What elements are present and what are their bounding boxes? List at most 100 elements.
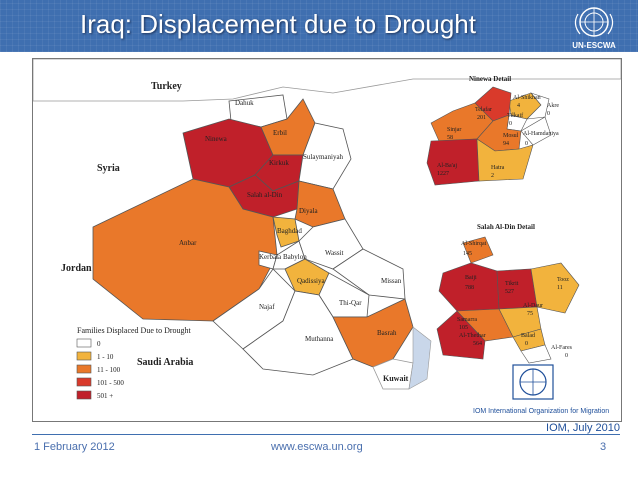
slide-header: Iraq: Displacement due to Drought UN-ESC… [0,0,638,52]
district-al-thethar [436,310,486,360]
value-al-hamdaniya: 0 [525,141,528,147]
label-tilkaif: Tilkaif [507,112,523,119]
value-al-thethar: 564 [473,341,482,347]
label-sulaymaniyah: Sulaymaniyah [303,153,344,161]
label-mosul: Mosul [503,133,519,139]
value-sinjar: 58 [447,135,453,141]
label-al-daur: Al-Daur [523,303,543,309]
footer-date: 1 February 2012 [34,441,115,453]
label-qadissiya: Qadissiya [297,277,326,285]
logo-label: UN-ESCWA [572,41,616,50]
source-note: IOM, July 2010 [546,422,620,434]
label-anbar: Anbar [179,239,197,247]
label-al-fares: Al-Fares [551,345,573,351]
label-diyala: Diyala [299,207,319,215]
value-mosul: 94 [503,141,509,147]
label-sinjar: Sinjar [447,127,461,133]
value-hatra: 2 [491,173,494,179]
label-al-thethar: Al-Thethar [459,333,486,339]
label-kirkuk: Kirkuk [269,159,289,167]
label-syria: Syria [97,163,120,174]
value-baiji: 788 [465,285,474,291]
label-al-baaj: Al-Ba'aj [437,163,457,169]
label-basrah: Basrah [377,329,397,337]
legend-label-2: 11 - 100 [97,366,121,374]
district-hatra [476,138,534,182]
legend-swatch-4 [76,390,92,400]
iraq-drought-map: Turkey Syria Jordan Saudi Arabia Kuwait … [33,59,621,415]
label-tikrit: Tikrit [505,281,519,287]
province-missan [332,248,406,300]
label-telafar: Telafar [475,106,492,113]
district-al-baaj [426,138,480,186]
value-tooz: 11 [557,285,563,291]
label-thiqar: Thi-Qar [339,299,362,307]
label-turkey: Turkey [151,81,182,92]
label-akre: Akre [547,103,559,109]
map-legend: Families Displaced Due to Drought 0 1 - … [76,326,192,400]
province-baghdad [272,216,300,248]
province-basrah [332,298,414,368]
value-al-shirqat: 145 [463,251,472,257]
legend-swatch-0 [76,338,92,348]
label-salahaldin: Salah al-Din [247,191,283,199]
label-samarra: Samarra [457,317,477,323]
value-al-fares: 0 [565,353,568,359]
value-balad: 0 [525,341,528,347]
label-al-shirqat: Al-Shirqat [461,241,487,247]
district-akre [526,92,550,120]
salah-detail-inset: Salah Al-Din Detail Al-Shirqat 145 Baiji… [436,223,580,364]
label-kerbala: Kerbala [259,253,282,261]
value-akre: 0 [547,111,550,117]
un-emblem-icon [574,7,614,37]
label-baiji: Baiji [465,275,477,281]
label-missan: Missan [381,277,402,285]
legend-label-4: 501 + [97,392,113,400]
label-jordan: Jordan [61,263,92,274]
ninewa-detail-title: Ninewa Detail [469,75,511,83]
district-al-shirqat [462,236,494,264]
label-najaf: Najaf [259,303,275,311]
value-al-daur: 75 [527,311,533,317]
legend-label-3: 101 - 500 [97,379,124,387]
label-hatra: Hatra [491,165,505,171]
slide-title: Iraq: Displacement due to Drought [80,9,476,39]
legend-swatch-2 [76,364,92,374]
footer-url[interactable]: www.escwa.un.org [271,441,363,453]
legend-label-0: 0 [97,340,101,348]
label-babylon: Babylon [283,253,307,261]
district-tooz [530,262,580,314]
iom-caption: IOM International Organization for Migra… [473,408,609,415]
map-frame: Turkey Syria Jordan Saudi Arabia Kuwait … [32,58,622,422]
label-erbil: Erbil [273,129,287,137]
label-balad: Balad [521,333,535,339]
legend-swatch-1 [76,351,92,361]
district-al-fares [520,344,552,364]
legend-title: Families Displaced Due to Drought [77,326,192,335]
iom-logo: IOM International Organization for Migra… [473,364,609,415]
value-samarra: 105 [459,325,468,331]
label-kuwait: Kuwait [383,374,409,383]
footer-page-number: 3 [600,441,607,453]
label-al-shikhan: Al-Shikhan [513,95,541,101]
label-muthanna: Muthanna [305,335,334,343]
label-tooz: Tooz [557,277,569,283]
footer-divider [32,434,620,435]
label-al-hamdaniya: Al-Hamdaniya [523,131,559,137]
value-al-baaj: 1227 [437,171,449,177]
label-saudi-arabia: Saudi Arabia [137,357,193,368]
province-diyala [294,180,346,228]
value-tilkaif: 0 [509,121,512,127]
value-telafar: 201 [477,115,486,121]
turkey-region [33,59,621,102]
un-escwa-logo: UN-ESCWA [564,4,624,52]
legend-swatch-3 [76,377,92,387]
label-ninewa: Ninewa [205,135,228,143]
gulf-water [408,326,432,390]
value-al-shikhan: 4 [517,103,520,109]
salah-detail-title: Salah Al-Din Detail [477,223,535,231]
legend-label-1: 1 - 10 [97,353,114,361]
district-al-hamdaniya [520,116,552,146]
legend-items: 0 1 - 10 11 - 100 101 - 500 501 + [76,338,124,400]
ninewa-detail-inset: Ninewa Detail Al-Shikhan 4 Akre 0 Telafa… [426,75,559,186]
